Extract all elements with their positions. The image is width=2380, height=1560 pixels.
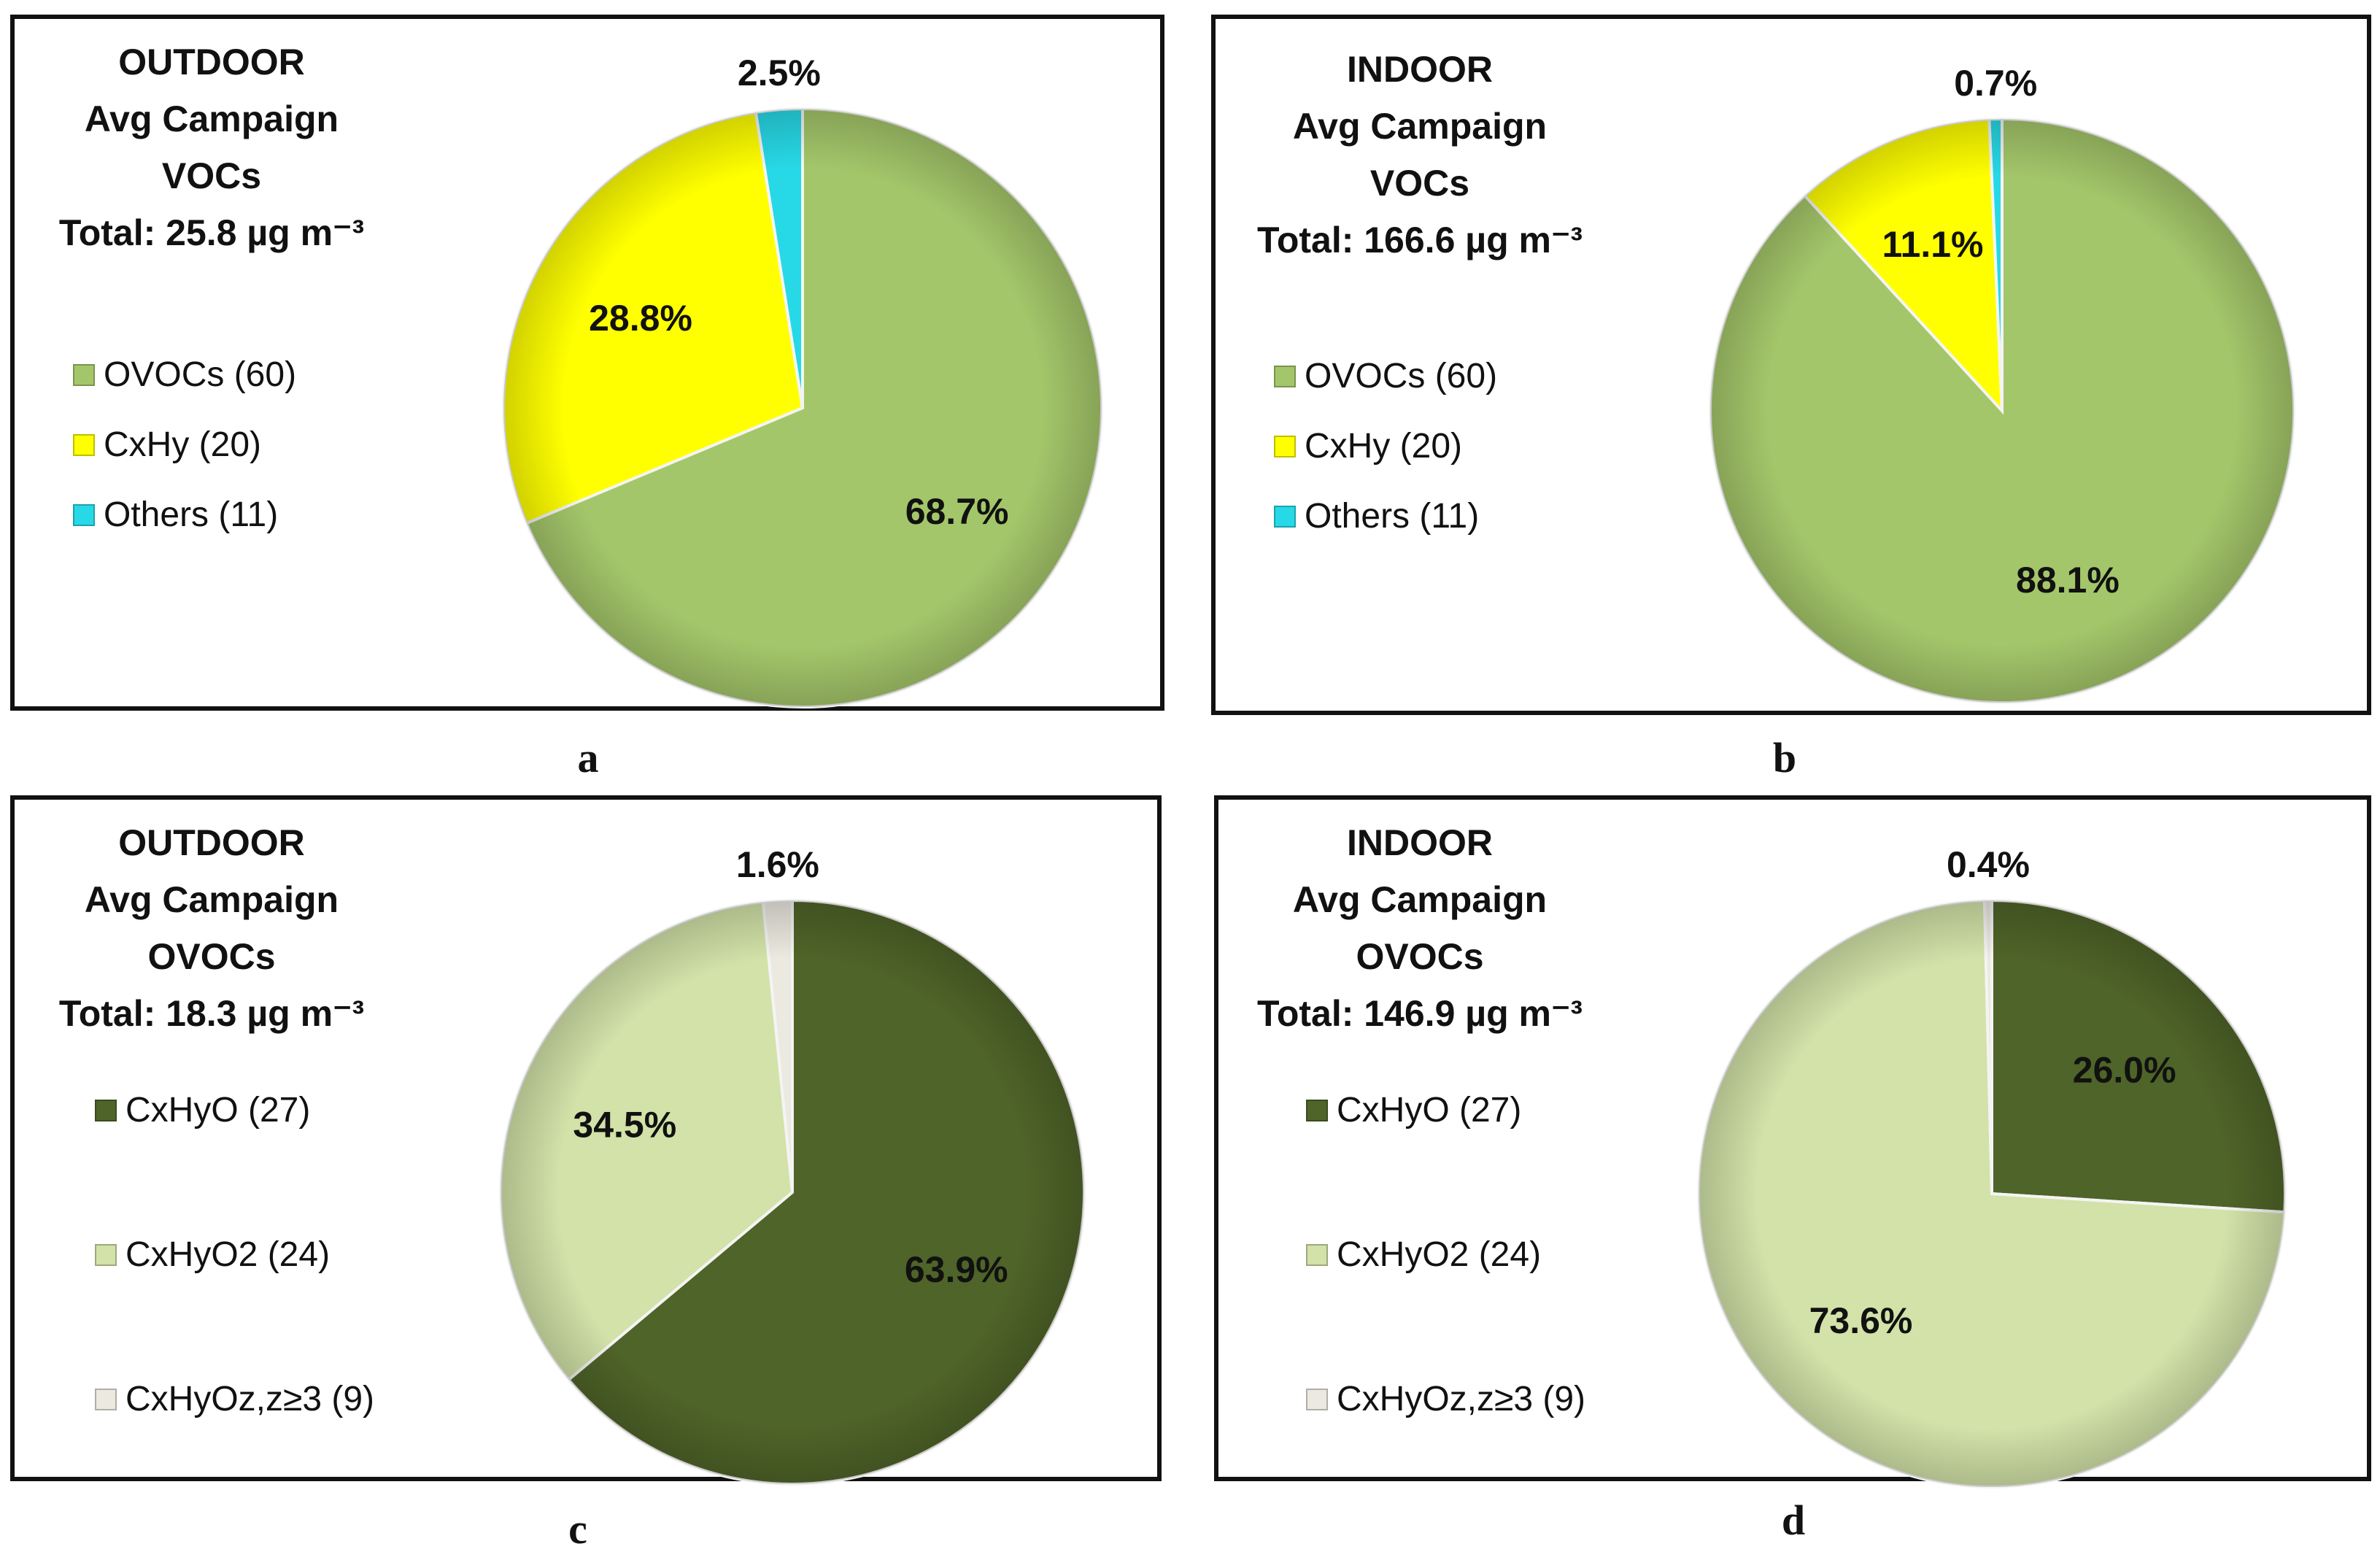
chart-title: OUTDOOR Avg Campaign VOCs Total: 25.8 µg… [22,34,401,261]
chart-title: INDOOR Avg Campaign VOCs Total: 166.6 µg… [1230,41,1610,269]
legend-swatch [1274,435,1296,457]
pie-chart: 26.0% 73.6% 0.4% [1697,844,2287,1488]
title-line: Avg Campaign [84,879,339,920]
title-line: Avg Campaign [84,99,339,139]
legend-label: CxHyOz,z≥3 (9) [125,1380,375,1418]
legend-label: CxHyO2 (24) [1337,1235,1542,1274]
legend-label: Others (11) [1305,497,1480,536]
legend-item: CxHy (20) [1274,426,1462,466]
title-line: INDOOR [1347,49,1493,90]
slice-label: 28.8% [589,298,692,339]
slice-label: 88.1% [2016,560,2120,601]
chart-panel-b: INDOOR Avg Campaign VOCs Total: 166.6 µg… [1211,15,2371,715]
legend-label: CxHyO (27) [125,1091,311,1130]
title-line: Avg Campaign [1292,106,1548,147]
title-line: INDOOR [1347,822,1493,863]
chart-title: OUTDOOR Avg Campaign OVOCs Total: 18.3 µ… [22,814,401,1042]
pie-chart: 88.1% 11.1% 0.7% [1709,63,2295,704]
slice-label: 11.1% [1882,224,1983,265]
pie-chart: 68.7% 28.8% 2.5% [502,53,1103,708]
legend: CxHyO (27) CxHyO2 (24) CxHyOz,z≥3 (9) [95,1090,445,1418]
pie-shading [1710,119,2294,703]
panel-caption-c: c [568,1505,587,1553]
legend: CxHyO (27) CxHyO2 (24) CxHyOz,z≥3 (9) [1306,1090,1656,1418]
legend-swatch [95,1243,117,1266]
slice-label: 73.6% [1809,1300,1913,1341]
pie-shading [503,109,1102,707]
title-line: Total: 166.6 µg m⁻³ [1256,220,1583,260]
title-line: Total: 25.8 µg m⁻³ [58,212,365,253]
slice-label: 0.7% [1954,63,2037,104]
legend-item: CxHyO (27) [95,1090,310,1130]
legend-item: CxHyOz,z≥3 (9) [1306,1379,1585,1419]
legend-swatch [1306,1388,1328,1410]
title-line: VOCs [161,155,262,196]
legend-label: CxHyO (27) [1337,1091,1522,1130]
legend-swatch [95,1388,117,1410]
slice-label: 68.7% [905,491,1009,532]
title-line: Avg Campaign [1292,879,1548,920]
title-line: Total: 146.9 µg m⁻³ [1256,993,1583,1034]
chart-panel-a: OUTDOOR Avg Campaign VOCs Total: 25.8 µg… [10,15,1164,711]
legend-swatch [73,433,95,456]
legend-label: CxHy (20) [104,425,262,464]
slice-label: 0.4% [1947,844,2030,885]
legend-swatch [73,363,95,386]
legend-item: Others (11) [73,495,278,535]
legend-label: Others (11) [104,495,279,534]
legend-item: CxHyO (27) [1306,1090,1521,1130]
legend-item: CxHy (20) [73,425,261,465]
title-line: VOCs [1369,163,1470,204]
slice-label: 34.5% [573,1105,676,1146]
legend-swatch [1274,365,1296,387]
panel-caption-b: b [1772,734,1797,781]
legend-item: CxHyO2 (24) [95,1235,330,1275]
panel-caption-a: a [577,734,599,781]
pie-shading [501,900,1084,1484]
chart-panel-d: INDOOR Avg Campaign OVOCs Total: 146.9 µ… [1214,795,2371,1488]
slice-label: 2.5% [738,53,821,93]
legend-swatch [1274,505,1296,528]
legend-item: Others (11) [1274,496,1479,536]
title-line: OUTDOOR [118,822,305,863]
title-line: OVOCs [1356,936,1484,977]
legend-label: CxHy (20) [1305,427,1463,466]
pie-chart: 63.9% 34.5% 1.6% [499,844,1086,1486]
pie-shading [1699,900,2285,1487]
chart-title: INDOOR Avg Campaign OVOCs Total: 146.9 µ… [1230,814,1610,1042]
legend-swatch [73,503,95,526]
slice-label: 26.0% [2073,1049,2176,1090]
legend: OVOCs (60) CxHy (20) Others (11) [1274,356,1580,575]
legend-swatch [1306,1243,1328,1266]
title-line: OUTDOOR [118,42,305,82]
legend: OVOCs (60) CxHy (20) Others (11) [73,355,379,574]
legend-swatch [1306,1099,1328,1121]
legend-item: CxHyO2 (24) [1306,1235,1541,1275]
legend-label: CxHyOz,z≥3 (9) [1337,1380,1586,1418]
legend-swatch [95,1099,117,1121]
title-line: OVOCs [147,936,276,977]
legend-label: OVOCs (60) [1305,357,1498,395]
title-line: Total: 18.3 µg m⁻³ [58,993,365,1034]
slice-label: 1.6% [736,844,819,885]
legend-label: CxHyO2 (24) [125,1235,331,1274]
legend-item: CxHyOz,z≥3 (9) [95,1379,374,1419]
panel-caption-d: d [1781,1497,1806,1544]
chart-panel-c: OUTDOOR Avg Campaign OVOCs Total: 18.3 µ… [10,795,1162,1486]
slice-label: 63.9% [905,1249,1008,1290]
legend-item: OVOCs (60) [73,355,296,395]
legend-item: OVOCs (60) [1274,356,1497,396]
legend-label: OVOCs (60) [104,355,297,394]
